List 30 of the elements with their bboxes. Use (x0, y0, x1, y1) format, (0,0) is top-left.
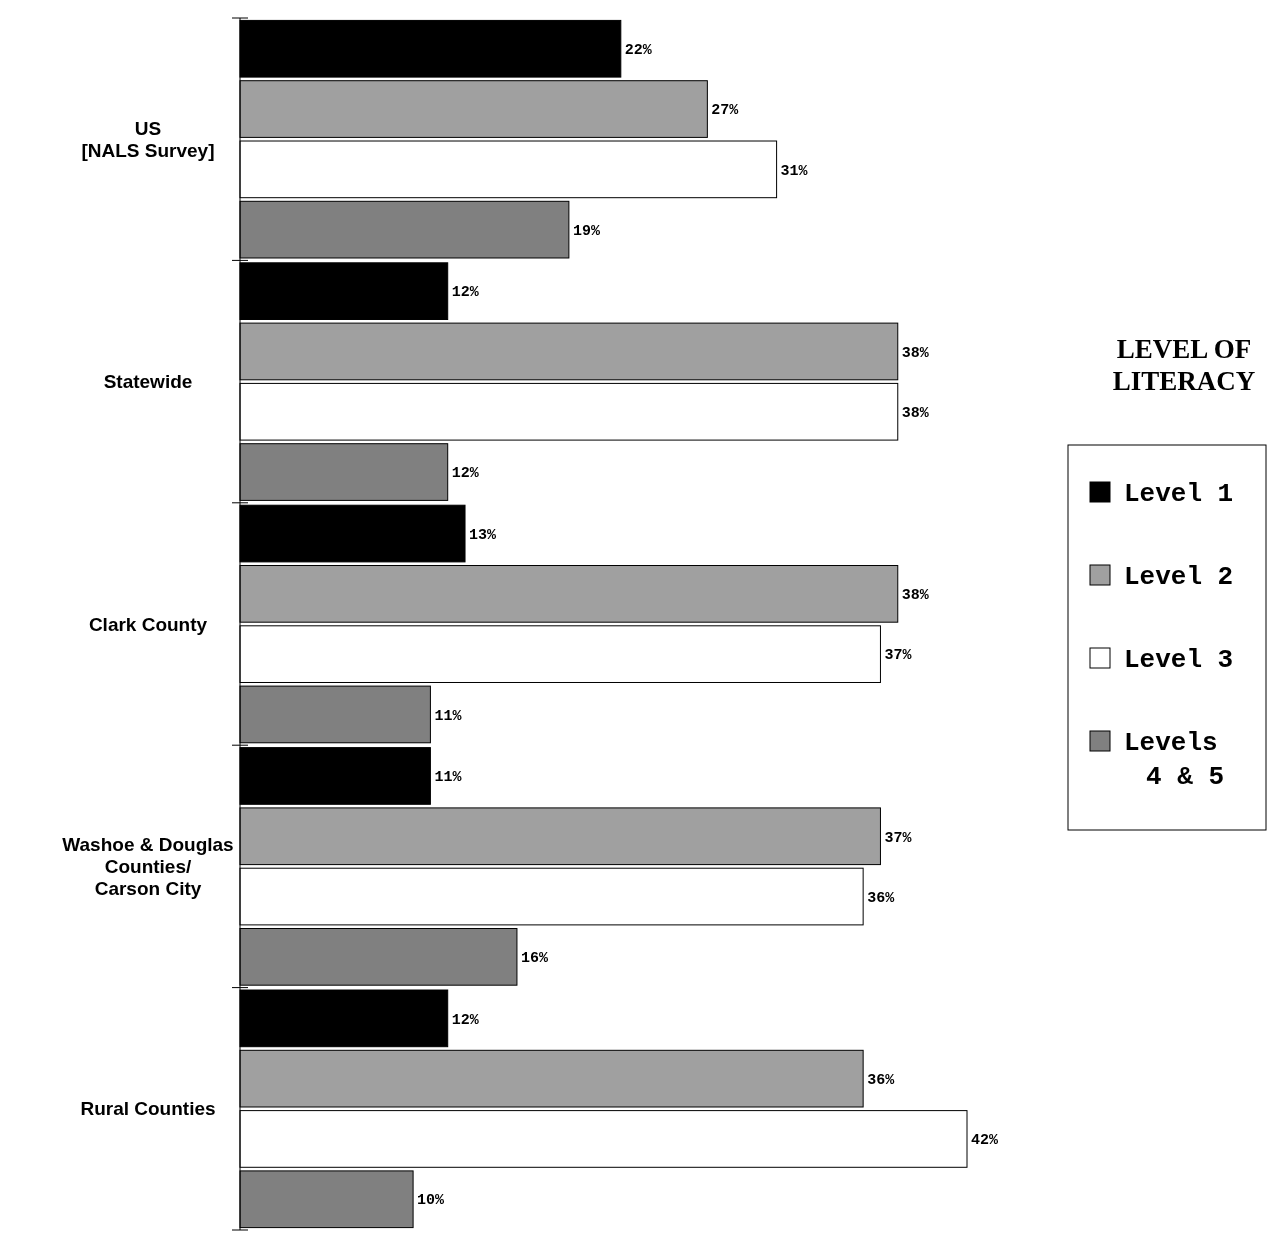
data-label: 37% (884, 647, 913, 665)
legend-label: Level 2 (1124, 562, 1234, 593)
data-label: 13% (469, 526, 498, 544)
data-label: 12% (451, 284, 480, 302)
legend-title: LEVEL OF LITERACY (1112, 334, 1256, 396)
y-tick-label: Clark County (88, 613, 208, 635)
data-label: 38% (901, 587, 930, 605)
data-label: 12% (451, 1011, 480, 1029)
y-tick-label: Rural Counties (80, 1098, 216, 1120)
y-tick-label: US [NALS Survey] (81, 117, 215, 161)
legend-label: Level 1 (1124, 479, 1234, 510)
data-label: 11% (434, 769, 463, 787)
data-label: 31% (780, 162, 809, 180)
y-tick-label: Washoe & Douglas Counties/ Carson City (62, 834, 234, 900)
y-tick-label: Statewide (103, 371, 193, 393)
data-label: 38% (901, 344, 930, 362)
data-label: 11% (434, 707, 463, 725)
data-label: 36% (867, 889, 896, 907)
data-label: 42% (971, 1132, 999, 1150)
data-label: 27% (711, 102, 740, 120)
data-label: 36% (867, 1071, 896, 1089)
data-label: 16% (520, 950, 549, 968)
data-label: 22% (624, 42, 653, 59)
legend-label: Levels 4 & 5 (1124, 728, 1225, 793)
data-label: 38% (901, 405, 930, 422)
legend-label: Level 3 (1124, 645, 1234, 676)
data-label: 37% (884, 829, 913, 847)
data-label: 10% (417, 1192, 446, 1210)
data-label: 12% (451, 465, 480, 483)
data-label: 19% (572, 222, 601, 240)
